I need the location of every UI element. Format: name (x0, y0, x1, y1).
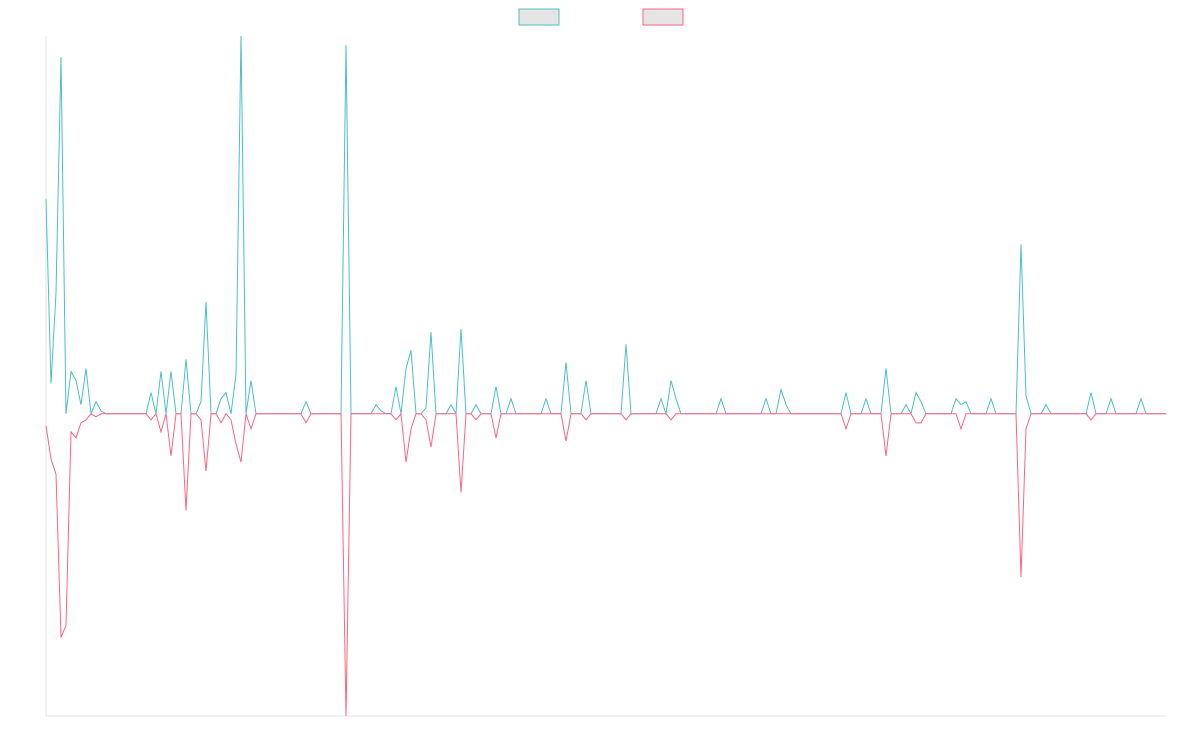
legend-swatch (518, 8, 560, 26)
series-line (45, 35, 1166, 416)
legend-swatch (642, 8, 684, 26)
series-line (45, 412, 1166, 717)
